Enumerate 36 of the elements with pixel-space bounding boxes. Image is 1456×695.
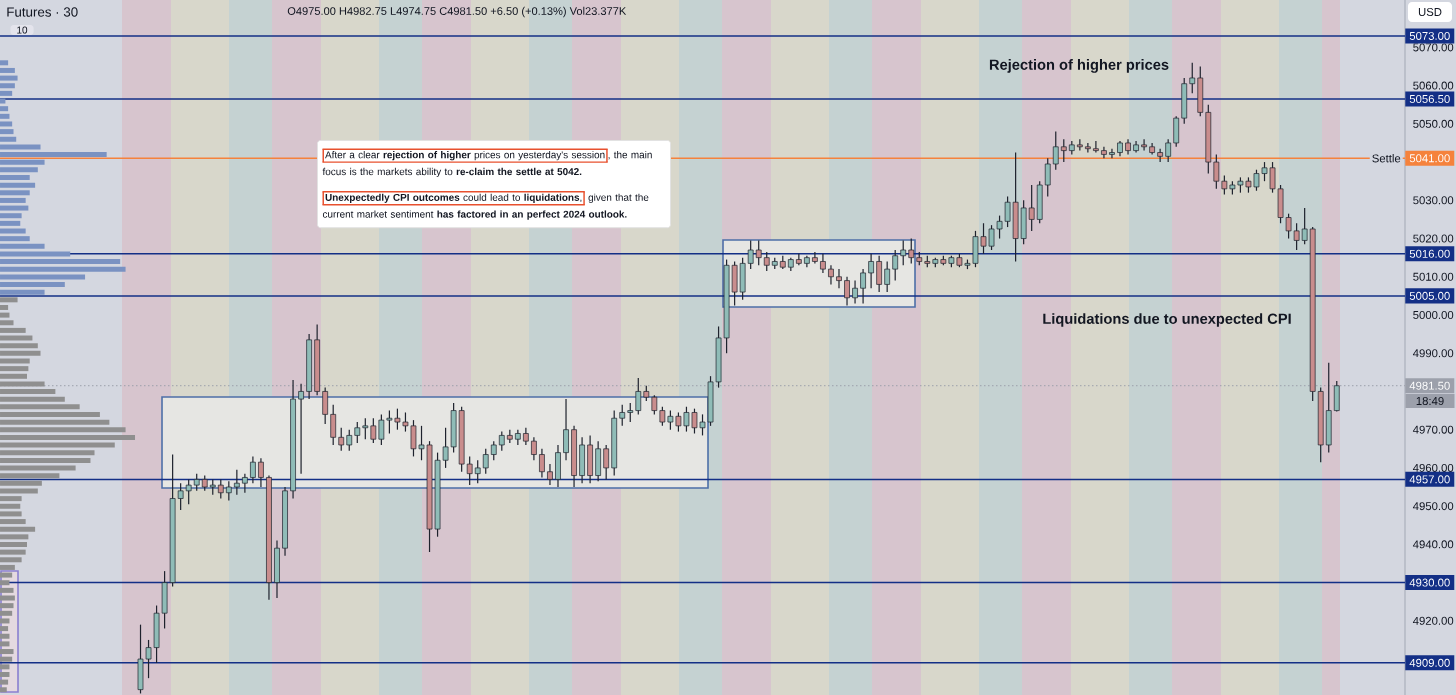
ref-line-label: 4981.50 (1409, 381, 1450, 390)
y-tick-label: 4920.00 (1412, 616, 1454, 625)
y-tick-label: 4990.00 (1412, 349, 1454, 358)
ref-line-label: 5073.00 (1409, 31, 1450, 40)
text: , the main (608, 151, 652, 160)
y-tick-label: 5000.00 (1413, 310, 1454, 319)
y-tick-label: 4960.00 (1412, 463, 1454, 472)
y-tick-label: 4950.00 (1412, 502, 1454, 511)
text: focus is the markets ability to re-claim the settle at 5042. (322, 167, 582, 178)
y-tick-label: 5010.00 (1413, 272, 1454, 281)
ref-line-label: 5016.00 (1409, 249, 1450, 258)
text: current market sentiment has factored in an perfect 2024 outlook. (322, 210, 627, 220)
ref-line-label: 4957.00 (1409, 475, 1450, 484)
annotation: Liquidations due to unexpected CPI (1043, 313, 1291, 327)
text: USD (1418, 7, 1442, 16)
text: 18:49 (1416, 396, 1444, 405)
chart-title: Futures · 30 (7, 7, 78, 17)
annotation: Unexpectedly CPI outcomes could lead to liquidations, (325, 193, 582, 203)
text: given that the (588, 193, 649, 203)
text: O4975.00 H4982.75 L4974.75 C4981.50 +6.50 (+0.13%) Vol23.377K (287, 6, 627, 18)
y-tick-label: 5020.00 (1413, 234, 1454, 243)
y-tick-label: 5070.00 (1413, 43, 1454, 52)
ref-line-label: 4930.00 (1409, 578, 1450, 587)
y-tick-label: 5050.00 (1413, 119, 1454, 128)
annotation: Rejection of higher prices (989, 59, 1169, 73)
y-tick-label: 4940.00 (1412, 540, 1454, 549)
ref-line-label: 5005.00 (1409, 291, 1450, 300)
annotation: 10 (17, 26, 28, 34)
ref-line-label: 5056.50 (1409, 94, 1450, 103)
y-tick-label: 5030.00 (1413, 196, 1454, 205)
y-tick-label: 5060.00 (1413, 81, 1454, 90)
annotation: Settle (1372, 154, 1401, 163)
annotation: After a clear rejection of higher prices on yesterday's session (325, 151, 605, 161)
ref-line-label: 4909.00 (1409, 658, 1450, 667)
y-tick-label: 4970.00 (1412, 425, 1454, 434)
ref-line-label: 5041.00 (1409, 154, 1450, 163)
